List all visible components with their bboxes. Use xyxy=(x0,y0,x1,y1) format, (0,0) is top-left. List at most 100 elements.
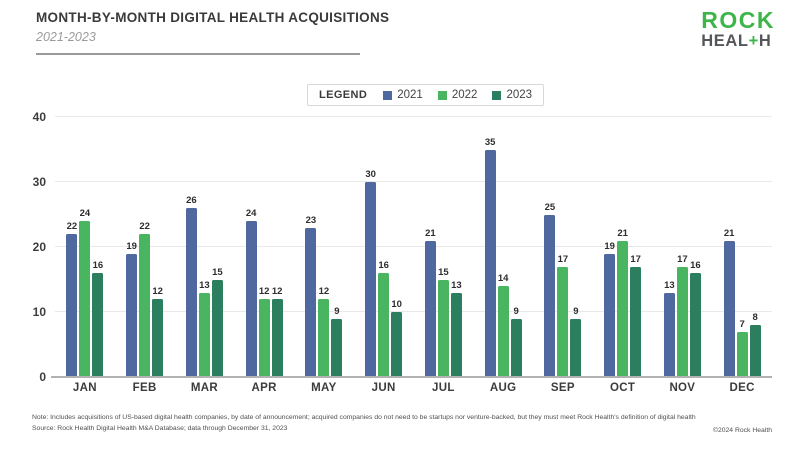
y-axis-labels: 0 10 20 30 40 xyxy=(14,110,46,384)
month-label-sep: SEP xyxy=(550,382,575,394)
bar-value-2022-apr: 12 xyxy=(258,286,270,297)
y-tick-label-0: 0 xyxy=(39,370,46,384)
bar-col-2023-mar: 15 xyxy=(211,266,223,377)
bar-value-2022-mar: 13 xyxy=(199,279,210,291)
bar-group-jul: 21 15 13 JUL xyxy=(414,117,474,394)
bar-value-2021-jul: 21 xyxy=(425,227,436,239)
month-label-nov: NOV xyxy=(669,382,696,394)
bar-group-nov: 13 17 16 NOV xyxy=(653,117,713,394)
bar-2023-nov xyxy=(689,273,701,377)
bar-value-2023-feb: 12 xyxy=(152,286,163,297)
legend-item-label: 2023 xyxy=(506,89,533,101)
bar-2021-may xyxy=(305,227,317,377)
bar-col-2021-nov: 13 xyxy=(663,280,675,377)
bar-group-mar: 26 13 15 MAR xyxy=(175,117,235,394)
bar-group-aug: 35 14 9 AUG xyxy=(473,117,533,394)
bar-col-2022-jul: 15 xyxy=(437,267,449,377)
bar-value-2021-apr: 24 xyxy=(245,208,257,219)
logo-rock-text: ROCK xyxy=(701,7,775,33)
bar-2022-feb xyxy=(139,234,151,377)
bar-2023-jun xyxy=(391,312,403,377)
bar-2022-sep xyxy=(557,266,569,377)
bar-col-2023-nov: 16 xyxy=(689,260,701,377)
bar-col-2023-jun: 10 xyxy=(391,299,403,377)
bar-2022-oct xyxy=(617,240,629,377)
bar-2023-sep xyxy=(570,318,582,377)
y-tick-label-40: 40 xyxy=(32,110,46,124)
bar-value-2022-oct: 21 xyxy=(617,227,628,239)
footnote: Note: Includes acquisitions of US-based … xyxy=(32,414,696,421)
bar-chart: 0 10 20 30 40 22 24 16 JAN 19 22 12 FEB 26 13 15 MAR 24 1… xyxy=(0,110,804,397)
bar-value-2023-may: 9 xyxy=(334,305,340,317)
bar-2021-dec xyxy=(723,240,735,377)
bars-oct: 19 21 17 xyxy=(593,117,653,377)
bars-sep: 25 17 9 xyxy=(533,117,593,377)
legend-items: 2021 2022 2023 xyxy=(383,89,532,101)
legend-item-2021: 2021 xyxy=(383,89,423,101)
bar-col-2022-oct: 21 xyxy=(617,227,629,377)
bar-value-2021-oct: 19 xyxy=(604,240,615,252)
bar-value-2023-aug: 9 xyxy=(513,305,519,317)
bar-value-2023-mar: 15 xyxy=(212,266,223,278)
bar-value-2021-sep: 25 xyxy=(544,201,556,213)
gridline-20 xyxy=(55,246,772,247)
bars-jan: 22 24 16 xyxy=(55,117,115,377)
bars-feb: 19 22 12 xyxy=(115,117,175,377)
bar-col-2021-sep: 25 xyxy=(544,201,556,377)
bar-col-2023-aug: 9 xyxy=(510,305,522,377)
bar-col-2022-mar: 13 xyxy=(198,279,210,377)
bar-2021-nov xyxy=(663,292,675,377)
bar-2021-mar xyxy=(185,208,197,377)
bar-2023-jul xyxy=(450,292,462,377)
bars-mar: 26 13 15 xyxy=(175,117,235,377)
copyright: ©2024 Rock Health xyxy=(712,427,772,434)
bar-group-dec: 21 7 8 DEC xyxy=(712,117,772,394)
bar-2021-oct xyxy=(604,253,616,377)
y-tick-label-30: 30 xyxy=(32,175,46,189)
bar-col-2023-dec: 8 xyxy=(749,312,761,377)
bar-2022-mar xyxy=(198,292,210,377)
bar-col-2022-jan: 24 xyxy=(79,208,91,377)
bar-col-2022-nov: 17 xyxy=(676,254,688,377)
gridline-10 xyxy=(55,311,772,312)
bar-2022-may xyxy=(318,299,330,377)
bar-group-sep: 25 17 9 SEP xyxy=(533,117,593,394)
bar-value-2023-sep: 9 xyxy=(573,305,579,317)
bar-2023-dec xyxy=(749,325,761,377)
bar-2023-feb xyxy=(152,299,164,377)
bar-group-jun: 30 16 10 JUN xyxy=(354,117,414,394)
legend-item-label: 2021 xyxy=(397,89,423,101)
bar-2023-oct xyxy=(630,266,642,377)
bar-value-2023-apr: 12 xyxy=(271,286,283,297)
bar-value-2023-nov: 16 xyxy=(690,260,701,271)
plot-area: 22 24 16 JAN 19 22 12 FEB 26 13 15 MAR 24 12 12 APR 23 12… xyxy=(51,116,772,394)
bar-col-2023-oct: 17 xyxy=(630,253,642,377)
bar-groups: 22 24 16 JAN 19 22 12 FEB 26 13 15 MAR 24 12 12 APR 23 12… xyxy=(55,117,772,394)
bar-2023-aug xyxy=(510,318,522,377)
month-label-jul: JUL xyxy=(432,382,455,394)
month-label-mar: MAR xyxy=(190,382,218,394)
chart-subtitle: 2021-2023 xyxy=(36,30,96,44)
bar-value-2022-feb: 22 xyxy=(139,221,150,232)
bar-value-2021-dec: 21 xyxy=(723,227,735,239)
bar-value-2023-jul: 13 xyxy=(451,279,462,291)
month-label-oct: OCT xyxy=(610,382,636,394)
bar-value-2022-jan: 24 xyxy=(79,208,91,219)
bar-col-2021-mar: 26 xyxy=(185,195,197,377)
bar-2022-apr xyxy=(258,299,270,377)
bar-value-2023-oct: 17 xyxy=(630,253,641,265)
legend-box: LEGEND 2021 2022 2023 xyxy=(307,84,545,106)
gridline-30 xyxy=(55,181,772,182)
footer-notes: Note: Includes acquisitions of US-based … xyxy=(32,412,696,434)
bars-jun: 30 16 10 xyxy=(354,117,414,377)
footer: Note: Includes acquisitions of US-based … xyxy=(32,412,772,434)
bar-group-feb: 19 22 12 FEB xyxy=(115,117,175,394)
bars-apr: 24 12 12 xyxy=(234,117,294,377)
x-axis-line xyxy=(51,376,772,378)
bar-value-2022-dec: 7 xyxy=(739,318,745,330)
legend-item-2022: 2022 xyxy=(437,89,477,101)
bar-group-may: 23 12 9 MAY xyxy=(294,117,354,394)
bar-value-2021-feb: 19 xyxy=(126,240,137,252)
logo-plus-icon: + xyxy=(748,32,759,50)
